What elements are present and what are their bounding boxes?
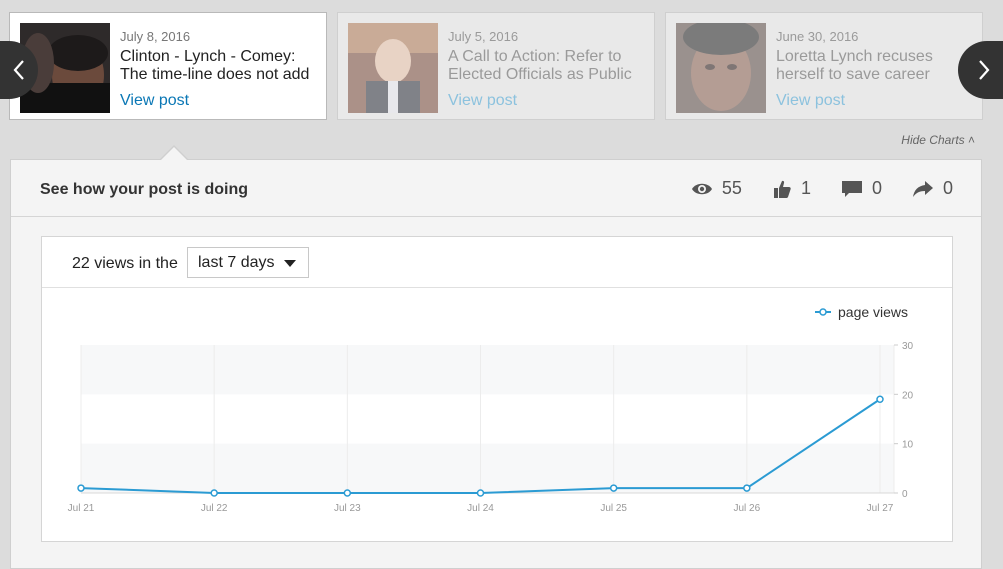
x-tick-label: Jul 21 [68, 503, 95, 514]
data-point [876, 395, 884, 404]
hide-charts-toggle[interactable]: Hide Charts ˄ [901, 133, 975, 147]
chevron-right-icon [979, 60, 990, 80]
data-point [77, 484, 85, 492]
post-card-3[interactable]: June 30, 2016 Loretta Lynch recuses hers… [665, 12, 983, 120]
active-card-pointer-fill [160, 147, 188, 161]
x-tick-label: Jul 27 [867, 503, 894, 514]
panel-title: See how your post is doing [40, 181, 249, 198]
x-tick-label: Jul 23 [334, 503, 361, 514]
legend-label: page views [838, 304, 908, 320]
data-point [343, 489, 352, 497]
x-tick-label: Jul 22 [201, 503, 228, 514]
likes-count: 1 [800, 178, 811, 198]
page-views-chart: 0 10 20 30 Jul 21 Jul 22 Jul 23 Jul 24 Jul 25 Jul… [68, 304, 914, 514]
panel-header: See how your post is doing 55 1 [11, 160, 981, 217]
views-summary: 22 views in the [72, 255, 178, 272]
post-title[interactable]: Clinton - Lynch - Comey: The time-line d… [120, 48, 310, 83]
post-carousel: July 8, 2016 Clinton - Lynch - Comey: Th… [0, 0, 1003, 160]
y-tick-label: 10 [902, 440, 914, 451]
chart-toolbar: 22 views in the last 7 days [42, 237, 952, 288]
chevron-left-icon [13, 60, 24, 80]
data-point [609, 484, 618, 492]
comments-stat: 0 [841, 178, 882, 199]
view-post-link[interactable]: View post [448, 92, 518, 109]
post-title[interactable]: Loretta Lynch recuses herself to save ca… [776, 48, 933, 83]
x-tick-label: Jul 25 [600, 503, 627, 514]
x-tick-label: Jul 24 [467, 503, 494, 514]
post-stats: 55 1 0 0 [661, 178, 953, 199]
post-date: June 30, 2016 [776, 29, 859, 44]
shares-count: 0 [942, 178, 953, 198]
post-date: July 8, 2016 [120, 29, 191, 44]
data-point [210, 489, 218, 497]
y-tick-label: 30 [902, 341, 914, 352]
eye-icon [691, 183, 712, 194]
y-tick-label: 20 [902, 390, 914, 401]
grid-band [81, 345, 894, 395]
view-post-link[interactable]: View post [776, 92, 846, 109]
grid-band [81, 443, 894, 493]
view-post-link[interactable]: View post [120, 92, 190, 109]
post-thumbnail-1 [20, 23, 110, 113]
post-date: July 5, 2016 [448, 29, 519, 44]
time-range-value: last 7 days [198, 254, 275, 271]
time-range-dropdown[interactable]: last 7 days [187, 247, 309, 278]
data-point [476, 489, 485, 497]
data-point [743, 484, 751, 492]
views-count: 55 [721, 178, 742, 198]
legend-marker [819, 308, 827, 316]
post-title[interactable]: A Call to Action: Refer to Elected Offic… [448, 48, 632, 83]
post-card-1[interactable]: July 8, 2016 Clinton - Lynch - Comey: Th… [9, 12, 327, 120]
share-icon [912, 180, 933, 197]
shares-stat: 0 [912, 178, 953, 199]
post-card-2[interactable]: July 5, 2016 A Call to Action: Refer to … [337, 12, 655, 120]
post-stats-panel: See how your post is doing 55 1 [10, 159, 982, 569]
caret-down-icon [284, 260, 296, 267]
post-thumbnail-3 [676, 23, 766, 113]
x-tick-label: Jul 26 [733, 503, 760, 514]
carousel-next-button[interactable] [958, 41, 1003, 99]
y-tick-label: 0 [902, 489, 908, 500]
likes-stat: 1 [772, 178, 811, 199]
post-thumbnail-2 [348, 23, 438, 113]
chart-container: 22 views in the last 7 days 0 10 20 30 Jul 2… [41, 236, 953, 542]
views-stat: 55 [691, 178, 742, 199]
comments-count: 0 [871, 178, 882, 198]
thumbs-up-icon [773, 180, 791, 198]
comment-icon [841, 180, 862, 197]
